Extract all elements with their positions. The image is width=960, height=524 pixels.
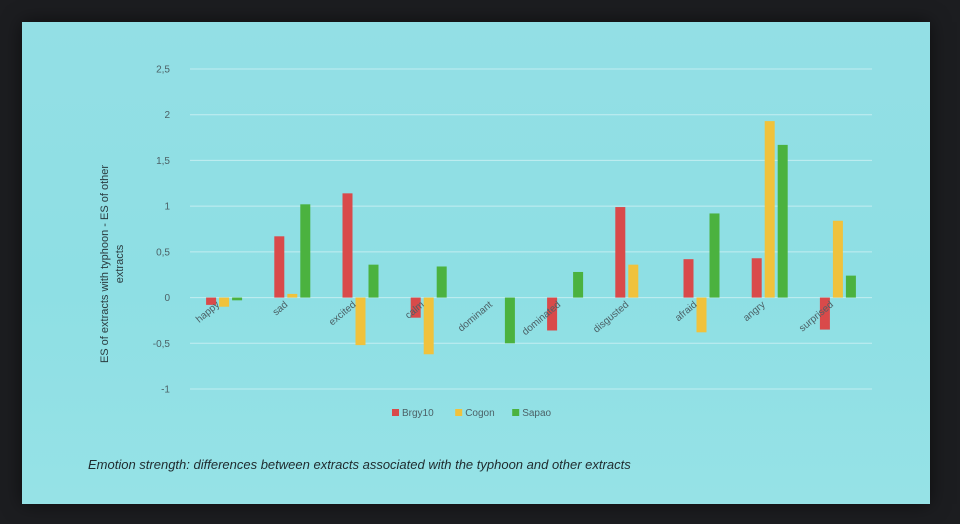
- bar-brgy10-calm: [410, 297, 421, 318]
- bar-brgy10-disgusted: [615, 207, 626, 298]
- category-label-surprised: surprised: [797, 299, 836, 334]
- y-tick-label: -0,5: [153, 339, 171, 350]
- bar-cogon-excited: [355, 297, 366, 346]
- bar-sapao-angry: [777, 144, 788, 298]
- bar-cogon-calm: [423, 297, 434, 355]
- legend-swatch-brgy10: [392, 409, 399, 416]
- bar-sapao-happy: [232, 297, 243, 301]
- bar-brgy10-sad: [274, 236, 285, 298]
- legend: Brgy10 Cogon Sapao: [392, 408, 552, 419]
- legend-label-brgy10: Brgy10: [402, 408, 434, 419]
- legend-label-sapao: Sapao: [522, 408, 551, 419]
- bar-cogon-afraid: [696, 297, 707, 333]
- y-axis-ticks: 2,5 2 1,5 1 0,5 0 -0,5 -1: [153, 65, 171, 396]
- y-tick-label: 1: [164, 202, 170, 213]
- bar-sapao-excited: [368, 264, 379, 298]
- slide-caption: Emotion strength: differences between ex…: [88, 457, 631, 472]
- legend-label-cogon: Cogon: [465, 408, 494, 419]
- bar-cogon-surprised: [832, 220, 843, 298]
- bar-brgy10-happy: [206, 297, 217, 305]
- bar-brgy10-angry: [751, 258, 762, 298]
- bar-cogon-disgusted: [628, 264, 639, 298]
- bar-brgy10-afraid: [683, 259, 694, 298]
- y-tick-label: -1: [161, 385, 170, 396]
- y-axis-label-line2: extracts: [114, 244, 126, 283]
- bar-brgy10-surprised: [819, 297, 830, 330]
- bar-brgy10-excited: [342, 193, 353, 298]
- category-label-afraid: afraid: [673, 299, 699, 324]
- projection-screen: 2,5 2 1,5 1 0,5 0 -0,5 -1 happy sad excited calm do…: [22, 22, 930, 504]
- y-tick-label: 0,5: [156, 247, 170, 258]
- category-label-calm: calm: [403, 299, 426, 321]
- category-label-disgusted: disgusted: [591, 299, 631, 335]
- y-axis-label-line1: ES of extracts with typhoon - ES of othe…: [99, 165, 111, 363]
- bar-sapao-calm: [436, 266, 447, 298]
- y-axis-label: ES of extracts with typhoon - ES of othe…: [99, 165, 126, 363]
- legend-swatch-cogon: [455, 409, 463, 416]
- bar-sapao-dominant: [504, 297, 515, 344]
- bar-cogon-angry: [764, 121, 775, 298]
- legend-swatch-sapao: [512, 409, 520, 416]
- y-tick-label: 1,5: [156, 156, 170, 167]
- x-axis-categories: happy sad excited calm dominant dominated disg…: [194, 299, 836, 338]
- bar-sapao-sad: [300, 204, 311, 298]
- bar-cogon-happy: [219, 297, 230, 307]
- bar-sapao-dominated: [573, 271, 584, 298]
- category-label-sad: sad: [271, 299, 290, 318]
- bar-cogon-sad: [287, 293, 298, 298]
- category-label-angry: angry: [741, 299, 767, 324]
- bar-brgy10-dominated: [547, 297, 558, 331]
- chart: 2,521,510,50-0,5-1 happy sad excited calm do…: [99, 65, 872, 419]
- y-tick-label: 0: [164, 293, 170, 304]
- y-tick-label: 2: [164, 110, 170, 121]
- category-label-excited: excited: [327, 299, 358, 328]
- bar-sapao-afraid: [709, 213, 720, 298]
- category-label-dominant: dominant: [456, 299, 495, 334]
- y-tick-label: 2,5: [156, 65, 170, 76]
- bar-sapao-surprised: [845, 275, 856, 298]
- bars: [206, 121, 856, 355]
